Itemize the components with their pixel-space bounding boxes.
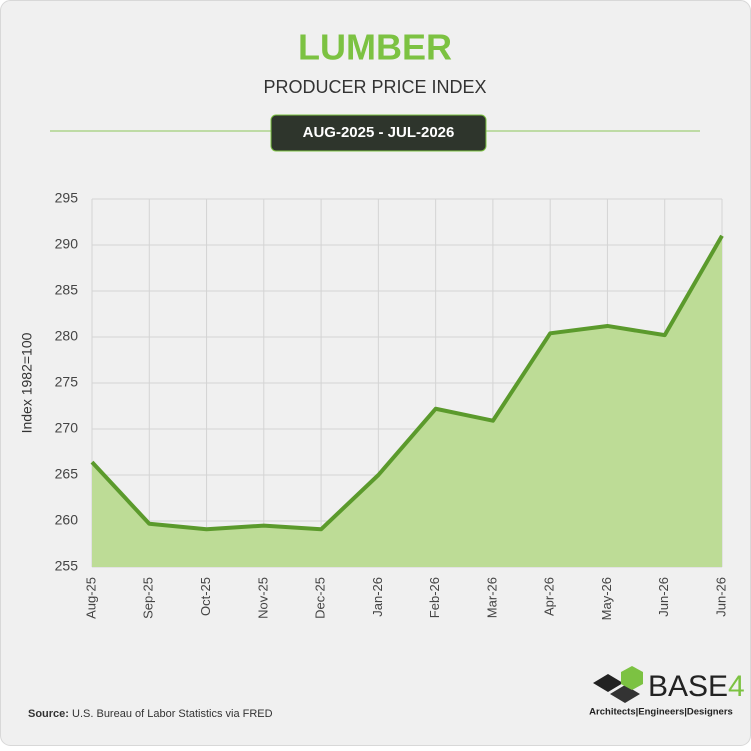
x-tick-label: Dec-25 bbox=[313, 577, 328, 619]
date-range: AUG-2025 - JUL-2026 bbox=[303, 124, 455, 141]
plot: 255 260 265 270 275 280 285 290 295 Aug-25 Sep-25 O… bbox=[55, 190, 729, 621]
x-tick-label: Aug-25 bbox=[83, 577, 98, 619]
y-tick-label: 275 bbox=[55, 374, 79, 390]
y-tick-label: 265 bbox=[55, 466, 79, 482]
line bbox=[90, 234, 724, 532]
y-tick-label: 290 bbox=[55, 236, 79, 252]
y-tick-label: 280 bbox=[55, 328, 79, 344]
x-tick-label: May-26 bbox=[599, 577, 614, 620]
y-tick-label: 285 bbox=[55, 282, 79, 298]
source-text: U.S. Bureau of Labor Statistics via FRED bbox=[72, 708, 273, 720]
logo-tagline: Architects|Engineers|Designers bbox=[589, 707, 733, 718]
x-tick-label: Sep-25 bbox=[141, 577, 156, 619]
area bbox=[92, 235, 722, 568]
chart-subtitle: PRODUCER PRICE INDEX bbox=[263, 77, 486, 97]
y-tick-label: 255 bbox=[55, 558, 79, 574]
x-tick-label: Mar-26 bbox=[484, 577, 499, 618]
source: Source: U.S. Bureau of Labor Statistics … bbox=[28, 708, 273, 720]
x-tick-label: Apr-26 bbox=[542, 577, 557, 616]
logo-text: BASE4 bbox=[648, 670, 745, 703]
y-tick-label: 270 bbox=[55, 420, 79, 436]
chart-title: LUMBER bbox=[298, 27, 452, 68]
x-tick-label: Jun-26 bbox=[713, 577, 728, 617]
y-tick-label: 260 bbox=[55, 512, 79, 528]
logo-hex bbox=[593, 674, 623, 692]
x-tick-label: Nov-25 bbox=[255, 577, 270, 619]
logo-number: 4 bbox=[728, 670, 745, 703]
y-axis-label: Index 1982=100 bbox=[19, 332, 35, 433]
y-tick-label: 295 bbox=[55, 190, 79, 206]
x-tick-label: Feb-26 bbox=[427, 577, 442, 618]
x-tick-label: Oct-25 bbox=[198, 577, 213, 616]
x-tick-label: Jan-26 bbox=[370, 577, 385, 617]
logo: BASE4 Architects|Engineers|Designers bbox=[589, 666, 745, 718]
date-badge bbox=[270, 114, 487, 152]
logo-name: BASE bbox=[648, 670, 728, 703]
logo-hex bbox=[621, 666, 643, 690]
x-tick-label: Jun-26 bbox=[656, 577, 671, 617]
source-label: Source: bbox=[28, 708, 69, 720]
